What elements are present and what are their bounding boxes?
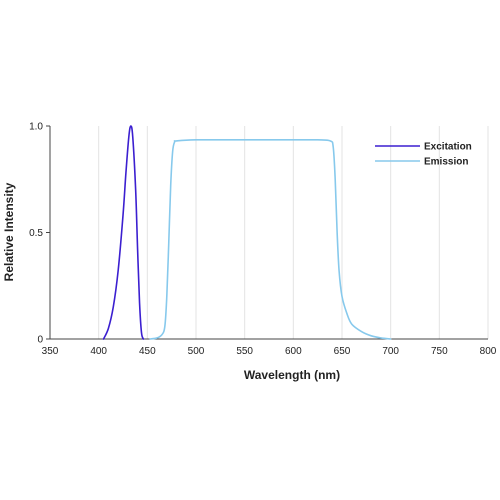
grid-lines bbox=[46, 125, 489, 340]
series-lines bbox=[102, 125, 392, 340]
series-line-emission bbox=[149, 138, 392, 340]
y-tick-label: 1.0 bbox=[29, 122, 43, 133]
legend-label-excitation: Excitation bbox=[424, 142, 472, 153]
legend-label-emission: Emission bbox=[424, 157, 468, 168]
x-axis-title: Wavelength (nm) bbox=[244, 368, 340, 382]
x-tick-label: 450 bbox=[139, 346, 156, 357]
series-line-excitation bbox=[102, 125, 145, 340]
x-tick-label: 500 bbox=[188, 346, 205, 357]
x-tick-label: 550 bbox=[236, 346, 253, 357]
y-tick-labels: 0 0.5 1.0 bbox=[29, 122, 43, 346]
legend: Excitation Emission bbox=[375, 142, 472, 168]
y-tick-label: 0 bbox=[37, 335, 43, 346]
x-tick-label: 750 bbox=[431, 346, 448, 357]
x-tick-label: 650 bbox=[334, 346, 351, 357]
y-tick-label: 0.5 bbox=[29, 228, 43, 239]
x-tick-label: 600 bbox=[285, 346, 302, 357]
x-tick-labels: 350 400 450 500 550 600 650 700 750 800 bbox=[42, 346, 497, 357]
x-tick-label: 700 bbox=[382, 346, 399, 357]
y-axis-title: Relative Intensity bbox=[2, 182, 16, 281]
x-tick-label: 400 bbox=[90, 346, 107, 357]
x-tick-label: 350 bbox=[42, 346, 59, 357]
x-tick-label: 800 bbox=[480, 346, 497, 357]
